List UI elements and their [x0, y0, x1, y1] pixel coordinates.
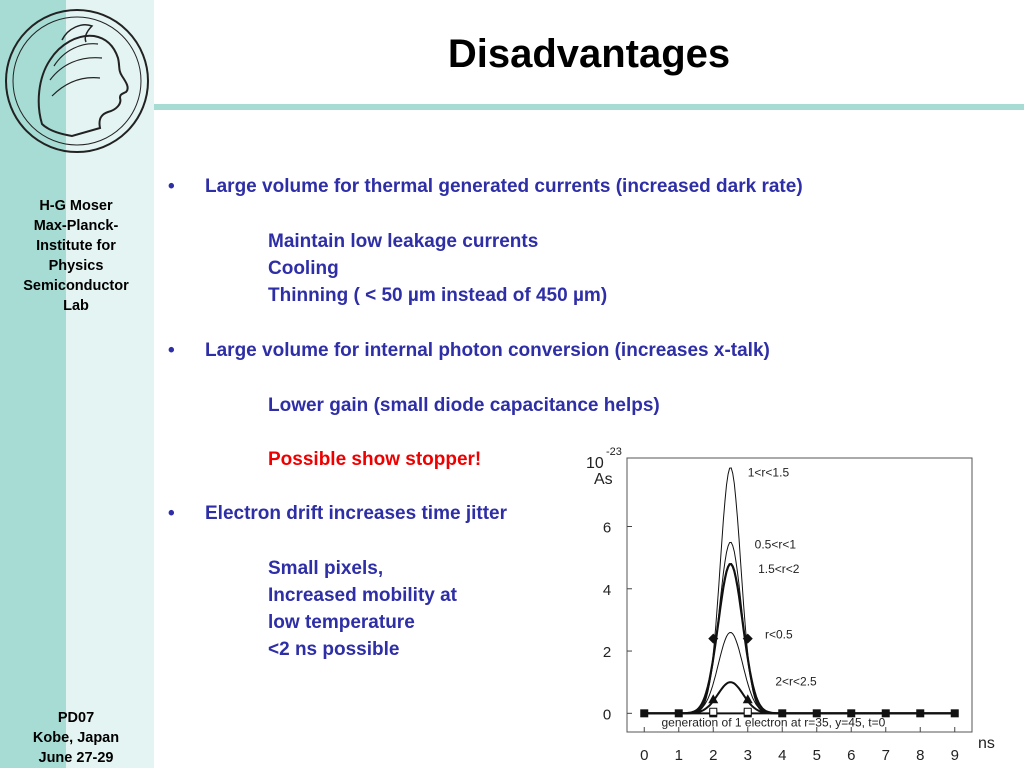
- data-point: [709, 707, 718, 716]
- x-tick-label: 9: [951, 747, 959, 764]
- sub-item-text: Maintain low leakage currents: [268, 231, 539, 252]
- data-point: [778, 709, 787, 718]
- author-info-line: Institute for: [36, 238, 116, 254]
- sub-item-text: Lower gain (small diode capacitance help…: [268, 395, 660, 416]
- y-tick-label: 0: [603, 706, 611, 723]
- data-point: [742, 694, 753, 704]
- data-point: [708, 633, 719, 644]
- y-tick-label: 2: [603, 644, 611, 661]
- series-label: 0.5<r<1: [755, 537, 797, 551]
- series-line: [644, 562, 955, 715]
- author-info-line: Max-Planck-: [33, 218, 119, 234]
- slide-title: Disadvantages: [447, 32, 731, 76]
- bullet-marker: •: [168, 176, 175, 197]
- signal-chart-svg: 0 2 4 6 0 1 2 3 4 5 6 7 8 9 10-23 As ns 1<r<1.5 0.5<r<1 1.5…: [586, 446, 995, 764]
- warning-text: Possible show stopper!: [268, 449, 482, 470]
- author-info: H-G Moser Max-Planck- Institute for Phys…: [0, 196, 152, 316]
- data-point: [743, 707, 752, 716]
- chart-annotation: generation of 1 electron at r=35, y=45, …: [662, 716, 886, 730]
- data-point: [640, 709, 649, 718]
- y-exponent-base: 10: [586, 455, 604, 472]
- bullet-text: Electron drift increases time jitter: [205, 503, 507, 524]
- series-label: r<0.5: [765, 628, 793, 642]
- x-tick-label: 6: [847, 747, 855, 764]
- plot-frame: [626, 457, 973, 733]
- x-unit-label: ns: [978, 735, 995, 752]
- sub-item-text: Cooling: [268, 258, 339, 279]
- conference-info-line: PD07: [57, 710, 95, 726]
- x-tick-label: 0: [640, 747, 648, 764]
- data-point: [708, 694, 719, 704]
- signal-chart: 0 2 4 6 0 1 2 3 4 5 6 7 8 9 10 -23 As ns 1<r<1.5 0.5<r<1 1.5…: [580, 440, 1024, 768]
- sub-item-text: Small pixels,: [268, 558, 384, 579]
- author-info-line: Lab: [63, 298, 89, 314]
- data-point: [916, 709, 925, 718]
- bullet-marker: •: [168, 340, 175, 361]
- x-tick-label: 7: [882, 747, 890, 764]
- x-tick-label: 2: [709, 747, 717, 764]
- y-tick-label: 6: [603, 520, 611, 537]
- sub-item-text: low temperature: [268, 612, 415, 633]
- sidebar-band-light: [66, 0, 154, 768]
- series-label: 1<r<1.5: [748, 466, 790, 480]
- data-point: [881, 709, 890, 718]
- data-point: [950, 709, 959, 718]
- series-label: 1.5<r<2: [758, 562, 800, 576]
- data-point: [742, 633, 753, 644]
- sub-item-text: <2 ns possible: [268, 639, 400, 660]
- title-divider: [154, 104, 1024, 110]
- x-tick-label: 1: [675, 747, 683, 764]
- minerva-logo-icon: [5, 9, 149, 153]
- sub-item-text: Thinning ( < 50 µm instead of 450 µm): [268, 285, 608, 306]
- conference-info: PD07 Kobe, Japan June 27-29: [0, 708, 152, 768]
- x-tick-label: 3: [744, 747, 752, 764]
- y-unit-label: As: [594, 471, 613, 488]
- conference-info-line: Kobe, Japan: [32, 730, 120, 746]
- data-point: [812, 709, 821, 718]
- author-info-line: Semiconductor: [23, 278, 129, 294]
- x-tick-label: 5: [813, 747, 821, 764]
- y-tick-label: 4: [603, 582, 611, 599]
- data-point: [674, 709, 683, 718]
- series-line: [644, 631, 955, 714]
- bullet-marker: •: [168, 503, 175, 524]
- y-exponent: -23: [606, 446, 622, 458]
- bullet-text: Large volume for internal photon convers…: [205, 340, 770, 361]
- x-tick-label: 4: [778, 747, 786, 764]
- sub-item-text: Increased mobility at: [268, 585, 458, 606]
- bullet-text: Large volume for thermal generated curre…: [205, 176, 803, 197]
- author-info-line: Physics: [48, 258, 104, 274]
- conference-info-line: June 27-29: [38, 750, 114, 766]
- data-point: [847, 709, 856, 718]
- x-tick-label: 8: [916, 747, 924, 764]
- author-info-line: H-G Moser: [39, 198, 113, 214]
- series-label: 2<r<2.5: [775, 674, 817, 688]
